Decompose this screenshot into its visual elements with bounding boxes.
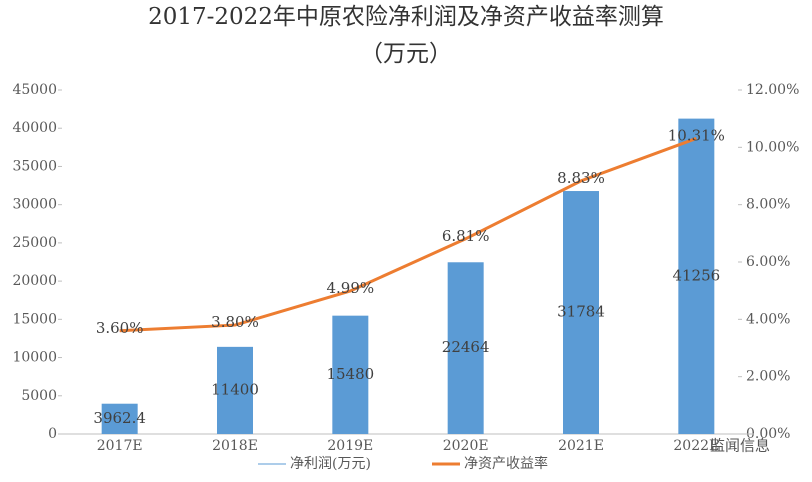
bar-value-label: 11400 bbox=[211, 380, 259, 398]
chart-title: 2017-2022年中原农险净利润及净资产收益率测算 bbox=[148, 4, 664, 30]
y-tick-label: 40000 bbox=[12, 120, 57, 136]
y-tick-label: 45000 bbox=[12, 82, 57, 98]
y-tick-label: 15000 bbox=[12, 311, 57, 327]
y2-tick-label: 8.00% bbox=[746, 197, 790, 213]
x-tick-label: 2021E bbox=[558, 438, 604, 454]
watermark: 监闻信息 bbox=[710, 437, 770, 455]
line-value-label: 4.99% bbox=[327, 279, 375, 297]
y2-tick-label: 2.00% bbox=[746, 369, 790, 385]
x-tick-label: 2017E bbox=[97, 438, 143, 454]
line-value-label: 6.81% bbox=[442, 227, 490, 245]
y2-tick-label: 10.00% bbox=[746, 139, 799, 155]
x-tick-label: 2019E bbox=[327, 438, 373, 454]
bar bbox=[332, 315, 369, 434]
y-tick-label: 25000 bbox=[12, 235, 57, 251]
x-tick-label: 2020E bbox=[443, 438, 489, 454]
legend-label: 净利润(万元) bbox=[290, 456, 371, 472]
y-tick-label: 10000 bbox=[12, 350, 57, 366]
y-tick-label: 30000 bbox=[12, 197, 57, 213]
bar-value-label: 3962.4 bbox=[93, 409, 146, 427]
y-tick-label: 0 bbox=[48, 426, 57, 442]
y-tick-label: 20000 bbox=[12, 273, 57, 289]
bar-value-label: 41256 bbox=[672, 266, 720, 284]
y2-tick-label: 4.00% bbox=[746, 311, 790, 327]
bar bbox=[563, 191, 599, 434]
bar bbox=[678, 118, 715, 435]
bar bbox=[217, 346, 253, 434]
bar bbox=[447, 262, 484, 434]
legend-label: 净资产收益率 bbox=[464, 455, 548, 472]
line bbox=[119, 137, 697, 333]
y-tick-label: 35000 bbox=[12, 158, 57, 174]
bar bbox=[101, 403, 138, 434]
bar-value-label: 15480 bbox=[326, 365, 374, 383]
x-tick-label: 2018E bbox=[212, 438, 258, 454]
line-value-label: 8.83% bbox=[557, 169, 605, 187]
bar-value-label: 22464 bbox=[442, 338, 490, 356]
line-value-label: 10.31% bbox=[668, 126, 725, 144]
line-value-label: 3.60% bbox=[96, 319, 144, 337]
y2-tick-label: 0.00% bbox=[746, 426, 790, 442]
line-value-label: 3.80% bbox=[211, 313, 259, 331]
y2-tick-label: 12.00% bbox=[746, 82, 799, 98]
bar-value-label: 31784 bbox=[557, 303, 605, 321]
x-tick-label: 2022E bbox=[673, 438, 719, 454]
y-tick-label: 5000 bbox=[21, 388, 57, 404]
chart-subtitle: （万元） bbox=[360, 41, 452, 67]
y2-tick-label: 6.00% bbox=[746, 254, 790, 270]
